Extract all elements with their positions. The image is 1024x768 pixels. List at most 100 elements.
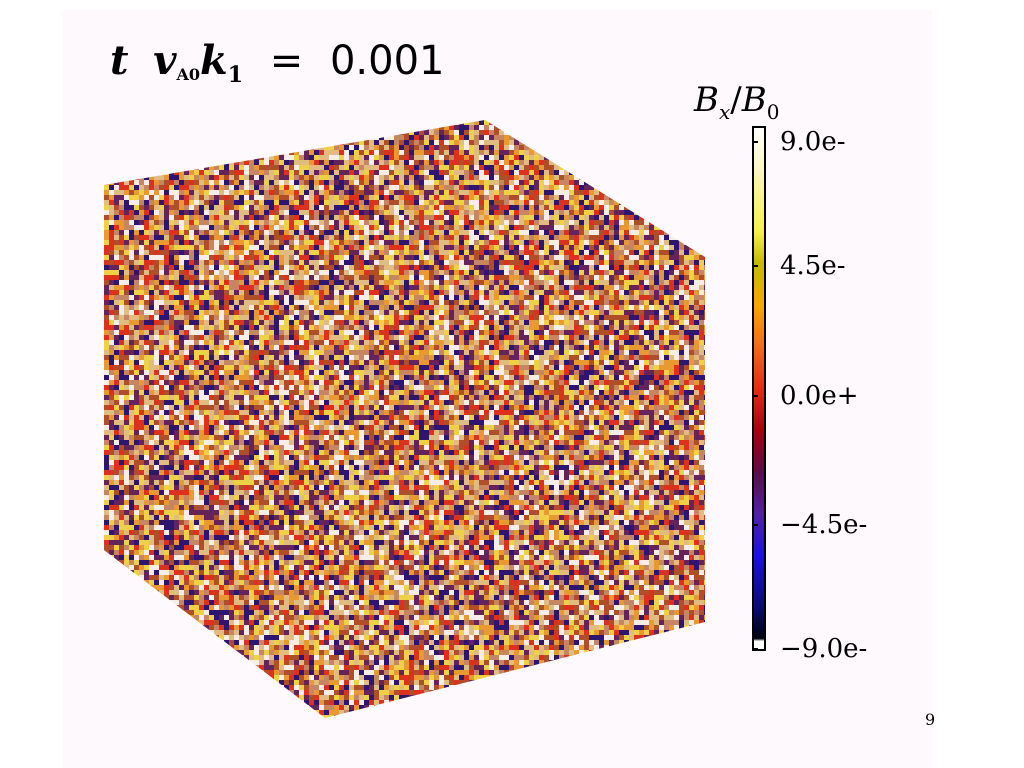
noise-pixel: [534, 180, 539, 185]
noise-pixel: [539, 145, 544, 150]
noise-pixel: [634, 245, 639, 250]
noise-pixel: [469, 120, 474, 125]
noise-pixel: [179, 230, 184, 235]
noise-pixel: [314, 170, 319, 175]
noise-pixel: [224, 230, 229, 235]
noise-pixel: [114, 165, 119, 170]
noise-pixel: [364, 190, 369, 195]
noise-pixel: [139, 130, 144, 135]
noise-pixel: [629, 220, 634, 225]
noise-pixel: [134, 195, 139, 200]
noise-pixel: [509, 235, 514, 240]
noise-pixel: [104, 230, 109, 235]
noise-pixel: [684, 245, 689, 250]
noise-pixel: [434, 170, 439, 175]
noise-pixel: [384, 215, 389, 220]
noise-pixel: [339, 225, 344, 230]
noise-pixel: [444, 135, 449, 140]
noise-pixel: [294, 160, 299, 165]
noise-pixel: [499, 230, 504, 235]
noise-pixel: [344, 195, 349, 200]
noise-pixel: [109, 145, 114, 150]
noise-pixel: [414, 135, 419, 140]
noise-pixel: [254, 185, 259, 190]
noise-pixel: [439, 195, 444, 200]
noise-pixel: [539, 230, 544, 235]
noise-pixel: [219, 205, 224, 210]
noise-pixel: [444, 165, 449, 170]
noise-pixel: [504, 190, 509, 195]
noise-pixel: [164, 195, 169, 200]
noise-pixel: [314, 225, 319, 230]
noise-pixel: [319, 195, 324, 200]
noise-pixel: [364, 225, 369, 230]
noise-pixel: [339, 185, 344, 190]
noise-pixel: [124, 170, 129, 175]
noise-pixel: [439, 240, 444, 245]
noise-pixel: [264, 185, 269, 190]
noise-pixel: [139, 165, 144, 170]
noise-pixel: [474, 210, 479, 215]
noise-pixel: [249, 170, 254, 175]
noise-pixel: [669, 140, 674, 145]
noise-pixel: [264, 165, 269, 170]
noise-pixel: [169, 165, 174, 170]
noise-pixel: [134, 250, 139, 255]
noise-pixel: [179, 195, 184, 200]
noise-pixel: [109, 225, 114, 230]
noise-pixel: [384, 230, 389, 235]
noise-pixel: [379, 140, 384, 145]
noise-pixel: [309, 135, 314, 140]
noise-pixel: [289, 140, 294, 145]
noise-pixel: [219, 170, 224, 175]
noise-pixel: [119, 160, 124, 165]
noise-pixel: [474, 150, 479, 155]
noise-pixel: [659, 155, 664, 160]
noise-pixel: [689, 185, 694, 190]
noise-pixel: [694, 210, 699, 215]
noise-pixel: [134, 205, 139, 210]
noise-pixel: [699, 215, 704, 220]
noise-pixel: [279, 210, 284, 215]
noise-pixel: [589, 165, 594, 170]
noise-pixel: [384, 170, 389, 175]
noise-pixel: [314, 120, 319, 125]
noise-pixel: [574, 240, 579, 245]
noise-pixel: [479, 200, 484, 205]
noise-pixel: [269, 175, 274, 180]
noise-pixel: [619, 195, 624, 200]
noise-pixel: [429, 225, 434, 230]
noise-pixel: [164, 135, 169, 140]
noise-pixel: [474, 130, 479, 135]
noise-pixel: [214, 120, 219, 125]
noise-pixel: [689, 165, 694, 170]
noise-pixel: [444, 130, 449, 135]
noise-pixel: [479, 165, 484, 170]
noise-pixel: [279, 195, 284, 200]
noise-pixel: [324, 170, 329, 175]
noise-pixel: [504, 215, 509, 220]
noise-pixel: [399, 175, 404, 180]
noise-pixel: [429, 245, 434, 250]
noise-pixel: [614, 150, 619, 155]
noise-pixel: [319, 140, 324, 145]
noise-pixel: [109, 135, 114, 140]
noise-pixel: [699, 225, 704, 230]
noise-pixel: [604, 225, 609, 230]
noise-pixel: [694, 220, 699, 225]
noise-pixel: [164, 155, 169, 160]
noise-pixel: [429, 170, 434, 175]
noise-pixel: [469, 160, 474, 165]
noise-pixel: [544, 220, 549, 225]
noise-pixel: [424, 135, 429, 140]
noise-pixel: [514, 220, 519, 225]
noise-pixel: [504, 150, 509, 155]
noise-pixel: [259, 235, 264, 240]
noise-pixel: [414, 220, 419, 225]
noise-pixel: [159, 175, 164, 180]
noise-pixel: [664, 190, 669, 195]
noise-pixel: [669, 235, 674, 240]
noise-pixel: [314, 125, 319, 130]
noise-pixel: [684, 175, 689, 180]
noise-pixel: [159, 135, 164, 140]
